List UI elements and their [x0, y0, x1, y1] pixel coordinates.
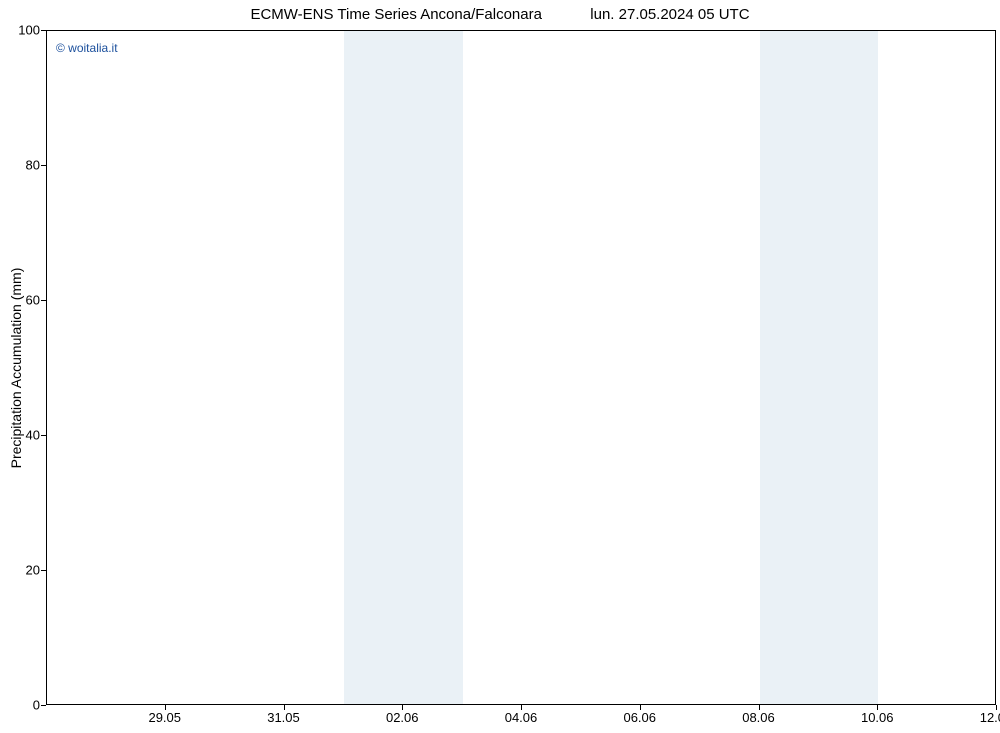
y-tick-label: 40 [4, 428, 40, 443]
x-tick-label: 04.06 [505, 710, 538, 725]
y-tick [41, 570, 46, 571]
y-tick [41, 30, 46, 31]
x-tick-label: 06.06 [623, 710, 656, 725]
y-tick [41, 165, 46, 166]
watermark: © woitalia.it [56, 41, 118, 55]
x-tick-label: 08.06 [742, 710, 775, 725]
x-tick-label: 02.06 [386, 710, 419, 725]
chart-title-datetime: lun. 27.05.2024 05 UTC [590, 6, 749, 23]
x-tick-label: 31.05 [267, 710, 300, 725]
y-tick-label: 0 [4, 698, 40, 713]
x-tick-label: 12.06 [980, 710, 1000, 725]
y-tick-label: 100 [4, 23, 40, 38]
y-tick [41, 435, 46, 436]
shaded-band [344, 31, 463, 704]
y-tick-label: 20 [4, 563, 40, 578]
y-tick-label: 60 [4, 293, 40, 308]
x-tick-label: 10.06 [861, 710, 894, 725]
x-tick-label: 29.05 [148, 710, 181, 725]
chart-title-source: ECMW-ENS Time Series Ancona/Falconara [250, 6, 542, 23]
chart-title: ECMW-ENS Time Series Ancona/Falconara lu… [0, 6, 1000, 23]
y-tick-label: 80 [4, 158, 40, 173]
y-tick [41, 300, 46, 301]
shaded-band [760, 31, 879, 704]
plot-area: © woitalia.it [46, 30, 996, 705]
y-tick [41, 705, 46, 706]
